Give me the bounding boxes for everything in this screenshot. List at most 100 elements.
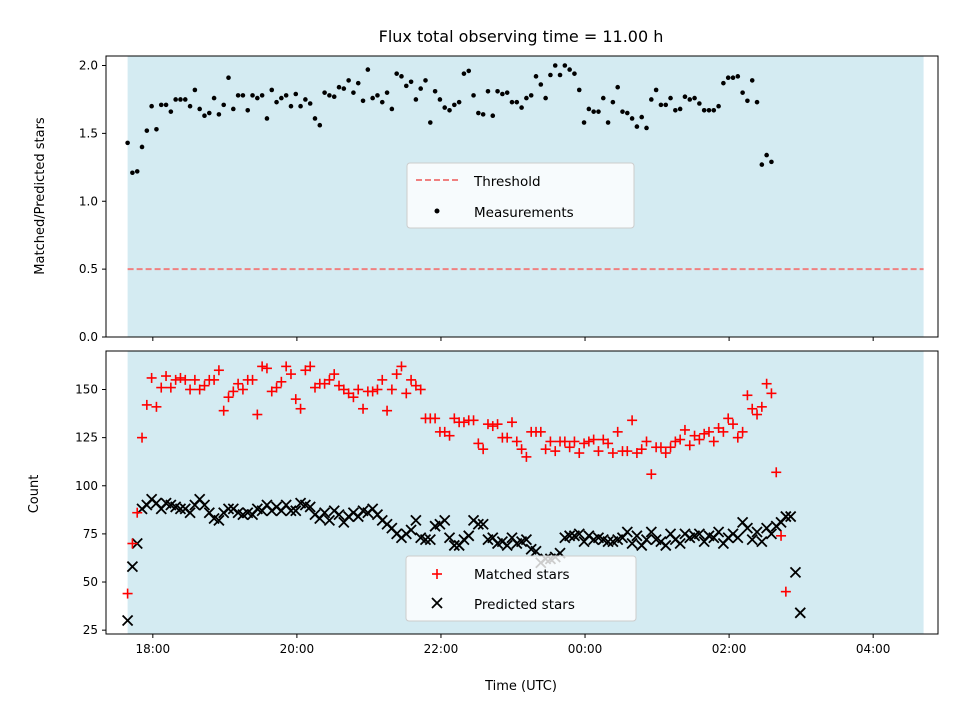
predicted-point xyxy=(501,539,513,552)
matched-point xyxy=(252,409,263,420)
matched-point xyxy=(703,426,714,437)
matched-point xyxy=(511,436,522,447)
matched-point xyxy=(444,430,455,441)
ratio-y-tick-label: 0.5 xyxy=(79,262,98,276)
matched-point xyxy=(391,369,402,380)
predicted-point xyxy=(174,503,187,515)
measurement-point xyxy=(178,97,183,102)
matched-point xyxy=(694,434,705,445)
measurement-point xyxy=(437,97,443,102)
measurement-point xyxy=(341,86,347,91)
matched-point xyxy=(752,409,763,420)
matched-point xyxy=(281,361,292,372)
matched-point xyxy=(382,405,393,416)
measurement-point xyxy=(605,120,611,125)
predicted-point xyxy=(631,530,643,542)
measurement-point xyxy=(312,116,318,121)
matched-point xyxy=(261,363,272,374)
measurement-point xyxy=(346,78,351,83)
measurement-point xyxy=(572,71,577,76)
count-x-tick-label: 00:00 xyxy=(568,642,603,656)
matched-point xyxy=(165,382,176,393)
measurement-point xyxy=(423,78,428,83)
matched-point xyxy=(468,415,479,426)
matched-point xyxy=(670,436,681,447)
measurement-point xyxy=(759,162,765,167)
measurement-point xyxy=(600,95,606,101)
matched-point xyxy=(348,392,359,403)
matched-point xyxy=(603,438,614,449)
measurement-point xyxy=(557,72,563,78)
predicted-point xyxy=(645,526,657,538)
matched-point xyxy=(209,374,220,385)
matched-point xyxy=(728,419,739,430)
measurement-point xyxy=(495,88,500,94)
measurement-point xyxy=(466,68,472,74)
legend-matched-label: Matched stars xyxy=(474,567,570,583)
matched-point xyxy=(747,403,758,414)
matched-point xyxy=(655,442,666,453)
measurement-point xyxy=(538,82,544,87)
measurement-point xyxy=(399,74,404,79)
matched-point xyxy=(771,467,782,478)
measurement-point xyxy=(663,102,669,108)
count-x-tick-label: 18:00 xyxy=(136,642,171,656)
count-y-tick-label: 100 xyxy=(75,479,98,493)
legend-measurements-swatch xyxy=(434,208,440,214)
ratio-axes-frame xyxy=(105,55,939,338)
count-x-tick-label: 22:00 xyxy=(424,642,459,656)
measurement-point xyxy=(692,95,697,101)
measurement-point xyxy=(279,95,284,101)
measurement-point xyxy=(610,99,616,105)
measurement-point xyxy=(456,99,462,105)
measurement-point xyxy=(360,98,366,104)
measurement-point xyxy=(245,107,251,113)
matched-point xyxy=(487,421,498,432)
ratio-panel: 0.00.51.01.52.0 Matched/Predicted stars … xyxy=(33,55,939,344)
matched-point xyxy=(482,419,493,430)
matched-point xyxy=(199,380,210,391)
measurement-point xyxy=(471,93,476,98)
chart-title: Flux total observing time = 11.00 h xyxy=(379,27,664,46)
matched-point xyxy=(583,436,594,447)
measurement-point xyxy=(154,127,159,132)
measurement-point xyxy=(490,113,496,119)
matched-point xyxy=(180,374,191,385)
matched-point xyxy=(458,417,469,428)
measurement-point xyxy=(307,101,313,106)
matched-point xyxy=(233,378,244,389)
measurement-point xyxy=(500,91,505,97)
matched-point xyxy=(329,369,340,380)
measurement-point xyxy=(231,106,236,112)
predicted-point xyxy=(640,534,653,546)
measurement-point xyxy=(480,112,486,117)
predicted-point xyxy=(443,532,456,544)
matched-point xyxy=(237,384,248,395)
matched-point xyxy=(213,365,224,376)
ratio-y-tick-label: 0.0 xyxy=(79,330,98,344)
predicted-point xyxy=(520,534,533,546)
predicted-point xyxy=(304,501,316,513)
measurement-point xyxy=(461,71,467,76)
x-axis-label: Time (UTC) xyxy=(484,679,557,694)
measurement-point xyxy=(235,93,241,98)
measurement-point xyxy=(596,109,601,114)
matched-point xyxy=(550,446,561,457)
predicted-point xyxy=(746,534,758,546)
predicted-point xyxy=(751,526,763,538)
matched-point xyxy=(358,403,369,414)
count-x-tick-label: 04:00 xyxy=(856,642,891,656)
measurement-point xyxy=(769,159,774,165)
count-x-axis: 18:00 20:00 22:00 00:00 02:00 04:00 xyxy=(136,634,891,656)
measurement-point xyxy=(158,102,164,108)
measurement-point xyxy=(528,93,534,98)
measurement-point xyxy=(552,63,558,68)
measurement-point xyxy=(735,74,741,79)
ratio-y-axis-label: Matched/Predicted stars xyxy=(33,117,48,275)
predicted-point xyxy=(765,528,778,540)
measurement-point xyxy=(432,88,438,94)
count-axes-frame xyxy=(105,350,939,635)
matched-point xyxy=(185,384,196,395)
measurement-point xyxy=(706,107,712,113)
measurement-point xyxy=(677,106,683,112)
